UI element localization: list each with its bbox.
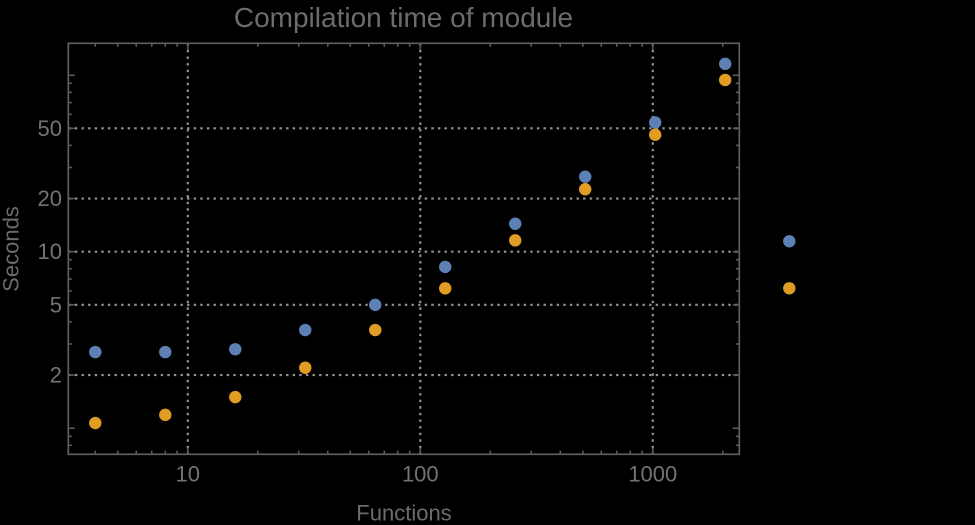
gridlines bbox=[68, 43, 740, 455]
data-point-series-2-orange-x128 bbox=[439, 282, 452, 295]
legend bbox=[783, 235, 796, 295]
data-point-series-2-orange-x64 bbox=[369, 323, 382, 337]
tick-labels: 10 100 1000 2 5 10 20 50 bbox=[38, 116, 678, 487]
tick-label-y-10: 10 bbox=[38, 239, 62, 264]
data-point-series-2-orange-x8 bbox=[159, 408, 172, 422]
data-point-series-1-blue-x1024 bbox=[648, 116, 662, 129]
data-point-series-2-orange-x4 bbox=[89, 416, 102, 430]
plot-frame bbox=[67, 42, 741, 456]
data-point-series-2-orange-x1024 bbox=[648, 128, 662, 141]
data-points bbox=[89, 57, 732, 430]
data-point-series-1-blue-x8 bbox=[159, 345, 172, 359]
tick-label-x-1000: 1000 bbox=[628, 462, 677, 487]
data-point-series-1-blue-x512 bbox=[579, 170, 592, 183]
data-point-series-1-blue-x4 bbox=[89, 345, 102, 359]
x-axis-label: Functions bbox=[356, 500, 451, 525]
tick-label-y-2: 2 bbox=[50, 363, 62, 388]
data-point-series-1-blue-x32 bbox=[299, 323, 312, 337]
data-point-series-1-blue-x128 bbox=[439, 260, 452, 274]
tick-label-y-20: 20 bbox=[38, 186, 62, 211]
data-point-series-1-blue-x16 bbox=[229, 343, 242, 356]
chart-title: Compilation time of module bbox=[234, 2, 573, 33]
legend-marker-2 bbox=[783, 282, 796, 295]
data-point-series-1-blue-x2048 bbox=[718, 57, 732, 71]
legend-marker-1 bbox=[783, 235, 796, 248]
data-point-series-2-orange-x32 bbox=[299, 361, 312, 374]
tick-label-x-100: 100 bbox=[402, 462, 439, 487]
axis-ticks bbox=[68, 43, 740, 455]
data-point-series-2-orange-x512 bbox=[579, 182, 592, 196]
data-point-series-1-blue-x256 bbox=[509, 217, 522, 230]
tick-label-x-10: 10 bbox=[176, 462, 200, 487]
tick-label-y-50: 50 bbox=[38, 116, 62, 141]
data-point-series-2-orange-x256 bbox=[509, 234, 522, 247]
y-axis-label: Seconds bbox=[0, 206, 23, 292]
data-point-series-2-orange-x16 bbox=[229, 390, 242, 404]
data-point-series-2-orange-x2048 bbox=[718, 73, 732, 87]
data-point-series-1-blue-x64 bbox=[369, 298, 382, 312]
frame-rect bbox=[67, 42, 741, 456]
tick-label-y-5: 5 bbox=[50, 292, 62, 317]
